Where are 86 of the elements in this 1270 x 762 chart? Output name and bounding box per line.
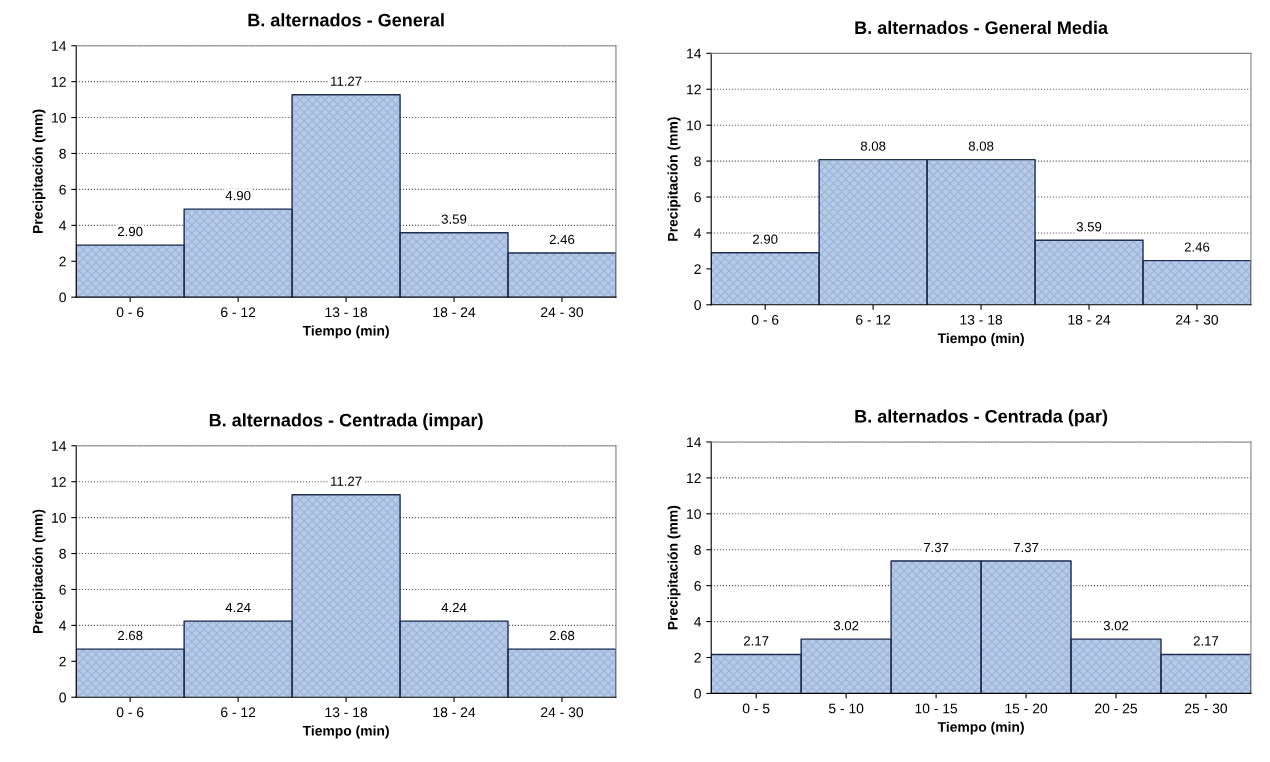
y-tick-label: 14 — [687, 437, 702, 447]
y-tick-label: 2 — [694, 264, 701, 274]
y-axis-title: Precipitación (mm) — [32, 109, 46, 234]
x-tick-label: 24 - 30 — [541, 307, 584, 318]
y-tick-label: 12 — [52, 477, 66, 487]
x-tick-label: 25 - 30 — [1185, 703, 1228, 714]
data-label: 3.02 — [833, 620, 859, 631]
x-tick-label: 20 - 25 — [1095, 703, 1138, 714]
y-tick-label: 6 — [59, 184, 66, 195]
data-label: 7.37 — [923, 542, 949, 553]
data-label: 4.24 — [225, 602, 251, 613]
y-tick-label: 0 — [694, 300, 701, 310]
y-tick-label: 4 — [59, 620, 67, 631]
x-tick-label: 6 - 12 — [221, 707, 256, 718]
x-tick-label: 0 - 6 — [116, 307, 144, 318]
y-tick-label: 8 — [59, 148, 66, 159]
y-tick-label: 10 — [687, 509, 701, 519]
x-tick-label: 6 - 12 — [221, 307, 256, 318]
data-label: 3.59 — [441, 214, 467, 224]
data-label: 2.46 — [1184, 242, 1210, 252]
data-label: 2.68 — [549, 630, 575, 641]
y-tick-label: 14 — [687, 48, 702, 59]
y-tick-label: 6 — [694, 580, 701, 591]
y-tick-label: 4 — [59, 220, 67, 231]
x-tick-label: 15 - 20 — [1005, 703, 1048, 714]
y-tick-label: 12 — [687, 84, 701, 95]
x-tick-label: 0 - 5 — [742, 703, 770, 714]
data-label: 3.02 — [1103, 620, 1129, 631]
data-label: 11.27 — [331, 76, 362, 86]
y-tick-label: 10 — [52, 512, 66, 523]
y-tick-label: 10 — [687, 120, 701, 131]
x-tick-label: 18 - 24 — [1068, 314, 1111, 325]
x-axis-title: Tiempo (min) — [937, 721, 1024, 735]
data-label: 3.59 — [1076, 222, 1102, 232]
y-tick-label: 6 — [694, 192, 701, 203]
data-label: 2.46 — [549, 234, 575, 245]
x-tick-label: 18 - 24 — [433, 707, 476, 718]
x-tick-label: 13 - 18 — [960, 314, 1003, 325]
x-tick-label: 13 - 18 — [325, 307, 368, 318]
data-label: 11.27 — [331, 476, 362, 486]
data-label: 4.90 — [225, 190, 251, 201]
data-label: 2.90 — [753, 234, 778, 244]
y-tick-label: 0 — [59, 692, 66, 703]
x-tick-label: 6 - 12 — [856, 314, 891, 325]
x-tick-label: 24 - 30 — [1176, 314, 1219, 325]
y-axis-title: Precipitación (mm) — [32, 509, 46, 634]
x-tick-label: 24 - 30 — [541, 707, 584, 718]
y-tick-label: 10 — [52, 112, 66, 123]
x-tick-label: 5 - 10 — [828, 703, 864, 714]
y-tick-label: 14 — [52, 41, 67, 51]
y-tick-label: 8 — [59, 548, 66, 559]
chart-title: B. alternados - General — [248, 13, 444, 27]
y-tick-label: 0 — [59, 292, 66, 303]
y-tick-label: 0 — [694, 688, 701, 699]
x-axis-title: Tiempo (min) — [302, 725, 389, 739]
data-label: 2.68 — [118, 630, 143, 641]
data-label: 8.08 — [860, 141, 886, 151]
data-label: 4.24 — [441, 602, 467, 613]
data-label: 2.17 — [744, 636, 769, 646]
y-tick-label: 4 — [694, 617, 702, 627]
y-tick-label: 8 — [694, 545, 701, 555]
chart-title: B. alternados - Centrada (par) — [855, 409, 1108, 427]
y-tick-label: 2 — [694, 652, 701, 663]
data-label: 7.37 — [1013, 542, 1039, 553]
y-tick-label: 12 — [52, 76, 66, 87]
y-tick-label: 2 — [59, 256, 66, 267]
y-tick-label: 6 — [59, 584, 66, 595]
y-axis-title: Precipitación (mm) — [667, 505, 681, 630]
data-label: 2.17 — [1193, 636, 1219, 646]
y-tick-label: 14 — [52, 441, 67, 451]
data-label: 8.08 — [968, 141, 994, 151]
x-axis-title: Tiempo (min) — [302, 325, 389, 339]
y-tick-label: 8 — [694, 156, 701, 167]
y-tick-label: 12 — [687, 473, 701, 483]
data-label: 2.90 — [118, 226, 143, 237]
x-tick-label: 18 - 24 — [433, 307, 476, 318]
x-tick-label: 10 - 15 — [915, 703, 958, 714]
x-tick-label: 13 - 18 — [325, 707, 368, 718]
chart-title: B. alternados - General Media — [855, 20, 1109, 35]
y-tick-label: 4 — [694, 228, 702, 238]
chart-title: B. alternados - Centrada (impar) — [209, 413, 483, 431]
y-axis-title: Precipitación (mm) — [667, 117, 681, 241]
y-tick-label: 2 — [59, 656, 66, 667]
x-axis-title: Tiempo (min) — [937, 333, 1024, 346]
x-tick-label: 0 - 6 — [751, 314, 779, 325]
x-tick-label: 0 - 6 — [116, 707, 144, 718]
